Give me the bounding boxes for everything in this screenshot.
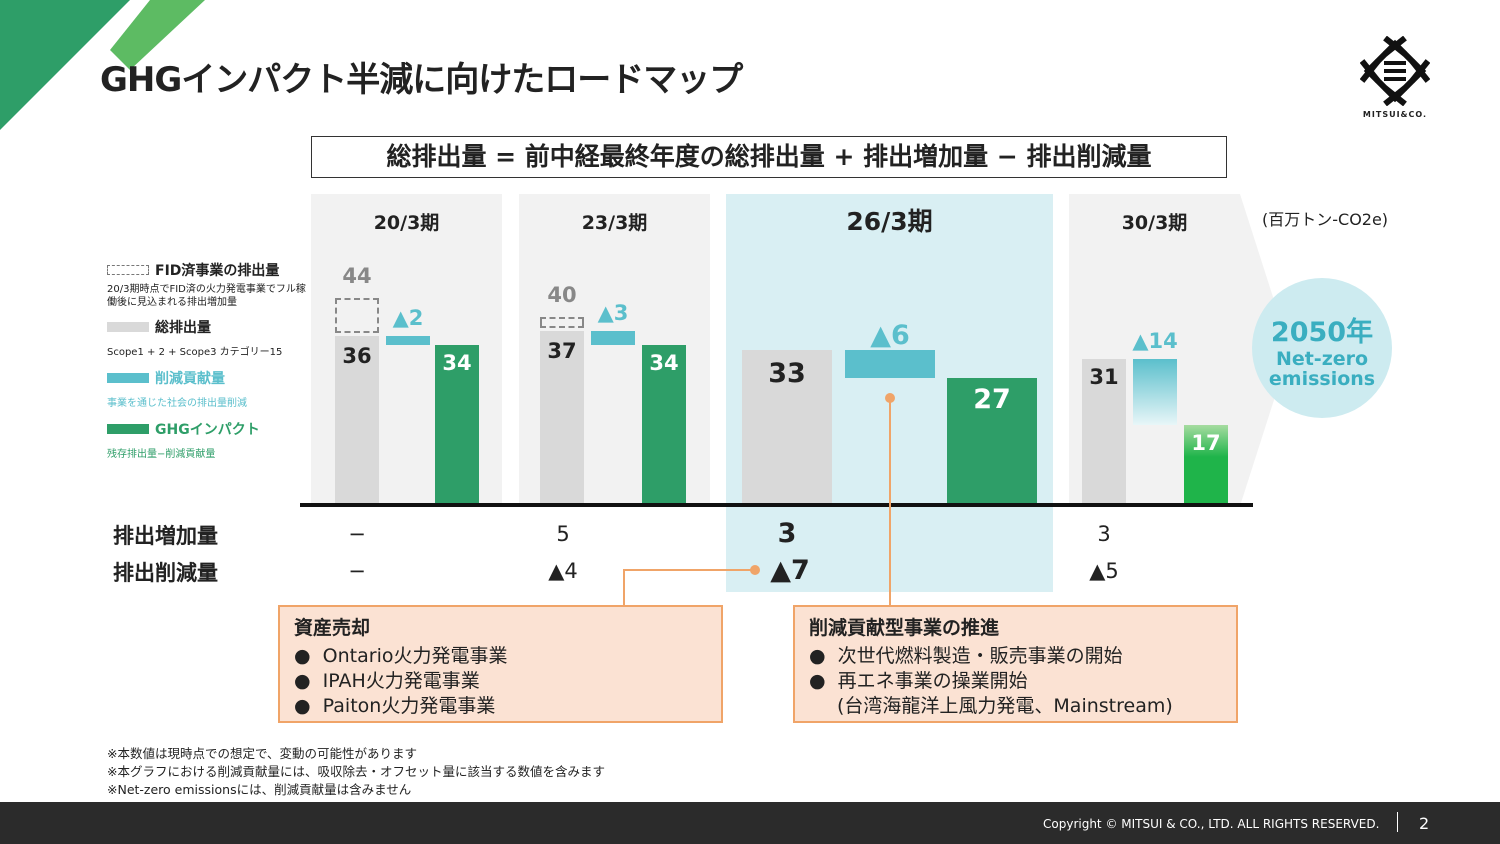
chart-area: 36 44 ▲2 34 37 40 ▲3 34 33 ▲6 27 31 ▲14 17 [335, 264, 1228, 505]
label-reduction: ▲6 [870, 319, 910, 351]
legend-title: FID済事業の排出量 [155, 263, 280, 279]
list-item: ● 次世代燃料製造・販売事業の開始 [809, 645, 1123, 667]
asset-sale-box: 資産売却 ● Ontario火力発電事業 ● IPAH火力発電事業 ● Paiton… [278, 605, 723, 723]
bar-total-emissions [540, 331, 584, 505]
bar-total-emissions [1082, 359, 1126, 505]
increase-value: 3 [777, 518, 797, 549]
logo-text: MITSUI&CO. [1362, 110, 1428, 119]
increase-value: 5 [556, 522, 570, 546]
legend: FID済事業の排出量 20/3期時点でFID済の火力発電事業でフル稼働後に見込ま… [107, 260, 307, 460]
label-ghg-impact: 34 [649, 351, 679, 376]
mitsui-logo: MITSUI&CO. [1355, 35, 1435, 119]
label-total-emissions: 36 [342, 343, 372, 368]
list-item: (台湾海龍洋上風力発電、Mainstream) [837, 695, 1173, 717]
bar-ghg-impact [642, 345, 686, 505]
legend-title: 総排出量 [155, 320, 211, 336]
unit-label: (百万トン-CO2e) [1262, 210, 1389, 229]
label-reduction: ▲14 [1132, 329, 1178, 354]
legend-desc: 事業を通じた社会の排出量削減 [107, 398, 247, 409]
increase-row-label: 排出増加量 [113, 524, 218, 548]
bar-ghg-impact [947, 378, 1037, 505]
bar-ghg-impact [435, 345, 479, 505]
list-item: ● Ontario火力発電事業 [294, 645, 508, 667]
goal-line1: Net-zero [1275, 348, 1369, 370]
period-label: 26/3期 [846, 207, 933, 236]
list-item: ● Paiton火力発電事業 [294, 695, 496, 717]
connector-lines [623, 393, 895, 606]
legend-title: GHGインパクト [155, 422, 260, 438]
bar-reduction [591, 331, 635, 346]
period-label: 23/3期 [581, 212, 648, 234]
increase-value: − [348, 522, 366, 546]
bar-reduction [1133, 359, 1177, 426]
list-item: ● IPAH火力発電事業 [294, 670, 480, 692]
label-total-emissions: 37 [547, 339, 577, 364]
box-title: 資産売却 [294, 617, 371, 639]
label-total-emissions: 33 [768, 357, 806, 389]
list-item: ● 再エネ事業の操業開始 [809, 670, 1028, 692]
label-fid-emissions: 40 [547, 283, 577, 307]
page-number: 2 [1419, 814, 1430, 833]
legend-desc: 20/3期時点でFID済の火力発電事業でフル稼働後に見込まれる排出増加量 [107, 284, 306, 308]
footer-divider [1397, 812, 1398, 832]
reduction-value: ▲7 [770, 555, 810, 586]
note: ※Net-zero emissionsには、削減貢献量は含みません [107, 782, 412, 797]
reduction-value: ▲5 [1089, 559, 1119, 583]
legend-desc: 残存排出量−削減貢献量 [107, 449, 216, 460]
reduction-row-label: 排出削減量 [113, 561, 218, 585]
label-ghg-impact: 27 [973, 384, 1011, 416]
period-label: 20/3期 [373, 212, 440, 234]
legend-swatch-reduction [107, 373, 149, 383]
label-reduction: ▲2 [392, 305, 424, 330]
bar-reduction [845, 349, 935, 379]
label-reduction: ▲3 [597, 301, 629, 326]
page-title: GHGインパクト半減に向けたロードマップ [100, 60, 743, 100]
reduction-value: ▲4 [548, 559, 578, 583]
footer: Copyright © MITSUI & CO., LTD. ALL RIGHT… [0, 802, 1500, 844]
label-fid-emissions: 44 [342, 264, 372, 289]
mitsui-logo-icon [1359, 35, 1431, 107]
bar-total-emissions [742, 349, 832, 505]
bar-fid-emissions [540, 317, 584, 329]
note: ※本数値は現時点での想定で、変動の可能性があります [107, 746, 417, 761]
legend-swatch-total [107, 322, 149, 332]
legend-swatch-fid [107, 265, 149, 275]
label-ghg-impact: 34 [442, 351, 472, 376]
bar-ghg-impact [1184, 425, 1228, 505]
legend-title: 削減貢献量 [155, 371, 225, 387]
bar-fid-emissions [335, 298, 379, 333]
copyright: Copyright © MITSUI & CO., LTD. ALL RIGHT… [1043, 817, 1380, 831]
legend-swatch-ghg [107, 424, 149, 434]
legend-desc: Scope1 + 2 + Scope3 カテゴリー15 [107, 347, 283, 358]
label-ghg-impact: 17 [1191, 431, 1221, 456]
baseline [300, 503, 1253, 507]
label-total-emissions: 31 [1089, 365, 1119, 390]
bar-reduction [386, 335, 430, 346]
note: ※本グラフにおける削減貢献量には、吸収除去・オフセット量に該当する数値を含みます [107, 764, 605, 779]
increase-value: 3 [1097, 522, 1111, 546]
goal-year: 2050年 [1270, 317, 1374, 348]
goal-circle: 2050年 Net-zero emissions [1252, 278, 1392, 418]
bar-total-emissions [335, 335, 379, 505]
reduction-value: − [348, 559, 366, 583]
formula: 総排出量 = 前中経最終年度の総排出量 + 排出増加量 − 排出削減量 [311, 136, 1227, 178]
box-title: 削減貢献型事業の推進 [809, 617, 1000, 639]
period-label: 30/3期 [1121, 212, 1188, 234]
goal-line2: emissions [1268, 368, 1376, 390]
corner-decoration [0, 0, 205, 130]
reduction-business-box: 削減貢献型事業の推進 ● 次世代燃料製造・販売事業の開始 ● 再エネ事業の操業開始… [793, 605, 1238, 723]
